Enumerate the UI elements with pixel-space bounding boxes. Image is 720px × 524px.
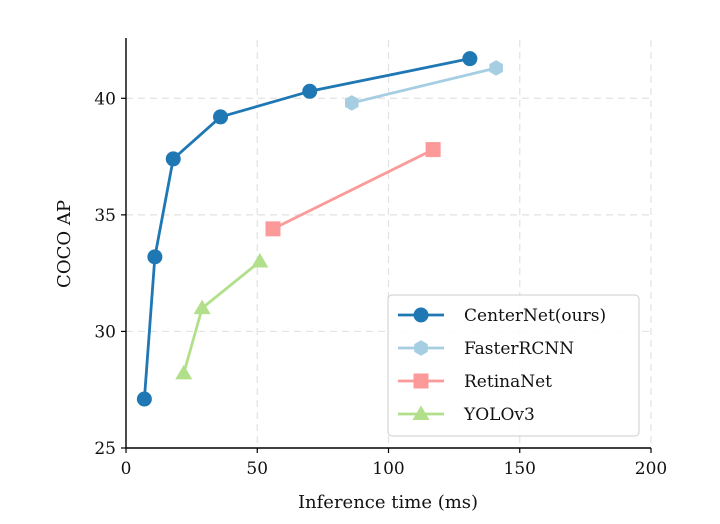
yolov3-line [182, 260, 261, 374]
legend-marker-retinanet [413, 373, 429, 389]
y-tick-label-25: 25 [94, 439, 116, 459]
x-axis-title: Inference time (ms) [298, 492, 478, 513]
fasterrcnn-point-1 [489, 60, 503, 76]
x-tick-label-50: 50 [246, 459, 268, 479]
x-tick-label-0: 0 [121, 459, 132, 479]
fasterrcnn-line [351, 66, 497, 105]
y-tick-label-40: 40 [94, 89, 116, 109]
centernet-ours-point-4 [302, 83, 318, 99]
series-retinanet [265, 142, 441, 237]
centernet-ours-line [142, 57, 471, 400]
series-fasterrcnn [345, 60, 503, 111]
yolov3-point-0 [175, 364, 193, 380]
retinanet-point-0 [265, 221, 281, 237]
y-tick-label-30: 30 [94, 322, 116, 342]
legend-frame [387, 294, 640, 437]
retinanet-point-1 [425, 142, 441, 158]
centernet-ours-point-0 [136, 391, 152, 407]
legend-label-yolov3: YOLOv3 [463, 405, 535, 425]
centernet-ours-point-3 [213, 109, 228, 125]
series-layer [136, 51, 503, 407]
fasterrcnn-point-0 [345, 95, 359, 111]
yolov3-point-1 [193, 299, 211, 315]
series-centernet-ours [136, 51, 478, 407]
legend-marker-yolov3 [412, 405, 430, 420]
series-yolov3 [175, 252, 269, 380]
x-tick-label-200: 200 [635, 459, 667, 479]
legend-marker-fasterrcnn [414, 340, 428, 356]
y-axis-title: COCO AP [54, 200, 75, 288]
y-tick-label-35: 35 [94, 206, 116, 226]
retinanet-line [272, 148, 434, 231]
centernet-ours-point-5 [462, 51, 478, 67]
x-tick-label-150: 150 [504, 459, 536, 479]
legend: CenterNet(ours) FasterRCNN RetinaNet YOLOv3 [387, 294, 640, 437]
legend-label-centernet-ours: CenterNet(ours) [464, 306, 606, 326]
legend-label-retinanet: RetinaNet [464, 372, 552, 392]
centernet-ours-point-1 [147, 249, 163, 265]
ticks: 0 50 100 150 200 25 30 35 40 [94, 89, 667, 479]
x-tick-label-100: 100 [372, 459, 404, 479]
yolov3-point-2 [251, 252, 269, 268]
legend-marker-centernet-ours [413, 307, 429, 323]
legend-label-fasterrcnn: FasterRCNN [464, 339, 574, 359]
centernet-ours-point-2 [165, 151, 181, 167]
